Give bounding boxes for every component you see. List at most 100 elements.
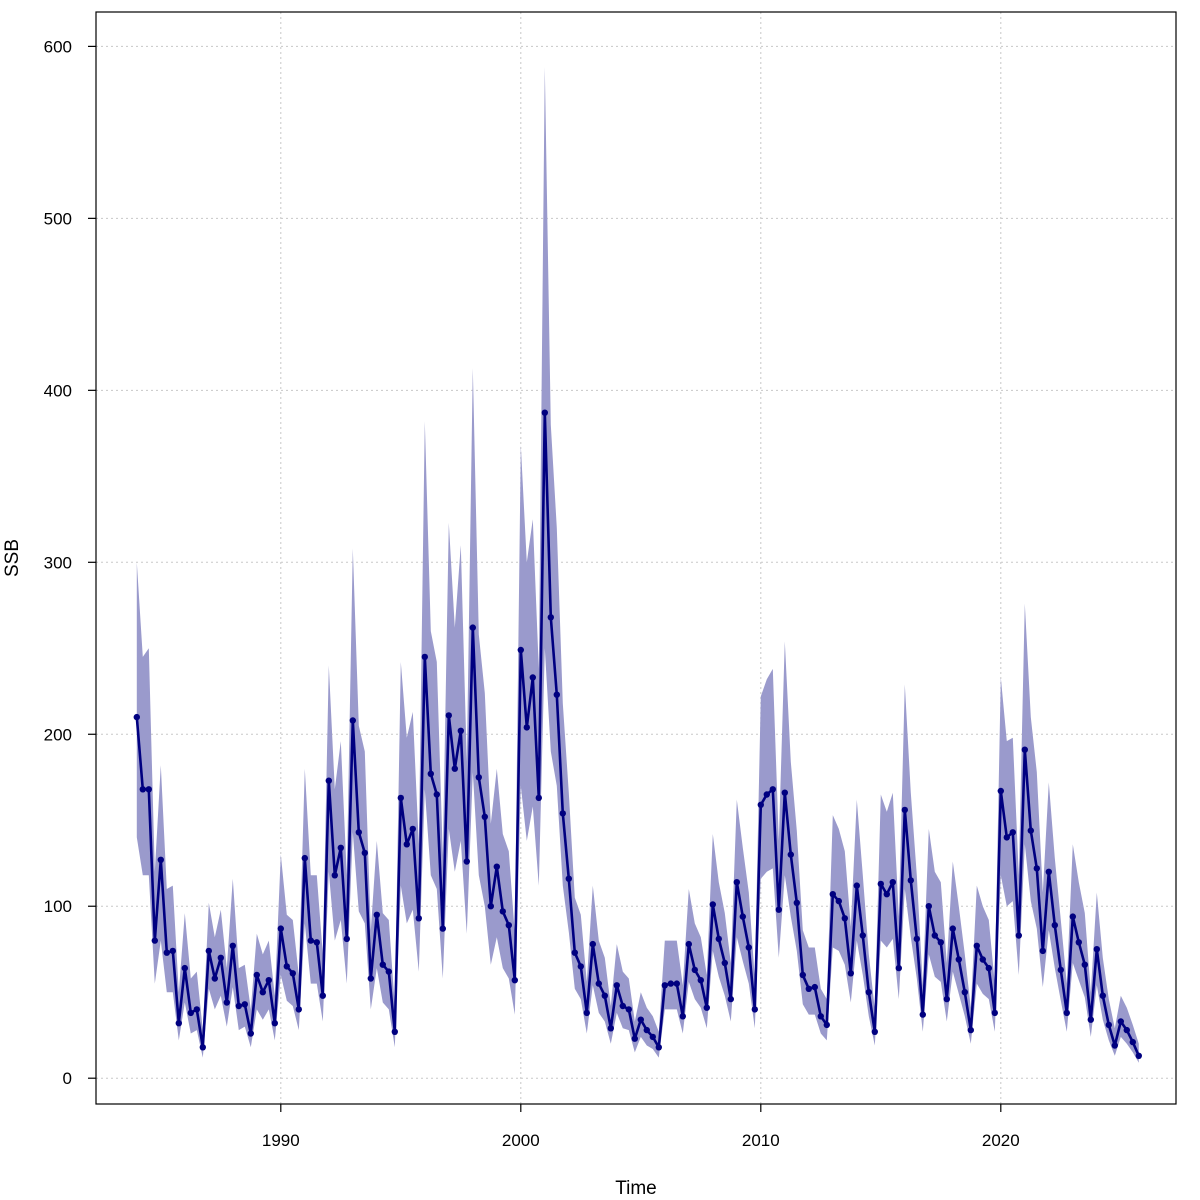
data-point	[367, 975, 374, 982]
plot-frame	[95, 11, 1177, 1105]
data-point	[751, 1006, 758, 1013]
data-point	[757, 801, 764, 808]
data-point	[1039, 947, 1047, 955]
data-point	[265, 977, 272, 984]
data-point	[709, 901, 716, 908]
data-point	[967, 1026, 974, 1034]
data-point	[841, 915, 848, 922]
data-point	[973, 942, 980, 949]
data-point	[433, 791, 440, 798]
data-point	[439, 925, 446, 932]
data-point	[313, 939, 320, 946]
data-point	[259, 989, 266, 996]
data-point	[331, 872, 338, 879]
ssb-line	[135, 411, 1140, 1057]
data-point	[451, 765, 458, 772]
data-point	[799, 971, 806, 979]
data-point	[997, 787, 1004, 795]
data-point	[1117, 1018, 1125, 1025]
data-point	[511, 977, 518, 984]
x-tick-label: 2000	[502, 1131, 540, 1150]
data-point	[559, 810, 566, 817]
data-point	[1129, 1038, 1137, 1046]
data-point	[517, 646, 524, 654]
data-point	[343, 935, 350, 943]
series-points-layer	[133, 409, 1143, 1060]
data-point	[907, 877, 914, 884]
data-point	[415, 915, 422, 922]
data-point	[721, 959, 728, 967]
data-point	[355, 829, 362, 836]
data-point	[337, 844, 344, 851]
data-point	[829, 891, 836, 898]
data-point	[529, 674, 536, 681]
data-point	[649, 1033, 656, 1041]
data-point	[235, 1002, 242, 1010]
data-point	[655, 1044, 662, 1051]
data-point	[865, 989, 872, 996]
data-point	[1009, 829, 1016, 836]
data-point	[289, 970, 296, 977]
data-point	[685, 940, 692, 948]
data-point	[553, 691, 560, 698]
data-point	[787, 851, 794, 858]
data-point	[805, 985, 812, 992]
y-tick-label: 300	[44, 553, 72, 572]
data-point	[397, 794, 404, 802]
data-point	[817, 1013, 824, 1020]
data-point	[427, 770, 434, 777]
data-point	[703, 1004, 710, 1011]
data-point	[247, 1030, 254, 1037]
data-point	[637, 1016, 644, 1023]
data-point	[385, 968, 392, 975]
data-point	[679, 1013, 686, 1020]
data-point	[949, 925, 956, 932]
data-point	[661, 982, 668, 989]
data-point	[163, 949, 170, 956]
data-point	[727, 995, 734, 1003]
y-tick-label: 100	[44, 897, 72, 916]
data-point	[925, 903, 932, 910]
y-tick-label: 0	[63, 1069, 72, 1088]
data-point	[847, 970, 854, 977]
data-point	[295, 1006, 302, 1013]
data-point	[409, 825, 416, 833]
data-point	[745, 944, 752, 951]
data-point	[589, 940, 596, 948]
data-point	[565, 875, 572, 882]
series-line-layer	[135, 411, 1140, 1057]
data-point	[271, 1020, 278, 1027]
data-point	[733, 879, 740, 886]
data-point	[931, 932, 938, 939]
data-point	[607, 1025, 614, 1032]
data-point	[643, 1026, 650, 1034]
y-tick-label: 500	[44, 209, 72, 228]
data-point	[1123, 1026, 1131, 1034]
x-tick-label: 2020	[982, 1131, 1020, 1150]
data-point	[379, 961, 386, 968]
data-point	[871, 1028, 878, 1036]
data-point	[193, 1006, 200, 1013]
data-point	[985, 964, 992, 972]
data-point	[229, 942, 236, 949]
data-point	[241, 1001, 248, 1008]
data-point	[481, 813, 488, 820]
confidence-band-layer	[136, 67, 1139, 1063]
data-point	[991, 1009, 998, 1017]
data-point	[1057, 966, 1065, 974]
data-point	[739, 913, 746, 920]
data-point	[823, 1021, 830, 1029]
data-point	[523, 724, 530, 731]
data-point	[349, 717, 356, 724]
data-point	[169, 947, 176, 955]
y-axis-title: SSB	[2, 539, 23, 577]
x-axis-title: Time	[615, 1178, 657, 1199]
data-point	[1015, 932, 1022, 939]
data-point	[1135, 1052, 1143, 1060]
data-point	[667, 980, 674, 987]
data-point	[505, 922, 512, 929]
data-point	[955, 956, 962, 963]
data-point	[253, 971, 260, 979]
data-point	[781, 789, 788, 796]
